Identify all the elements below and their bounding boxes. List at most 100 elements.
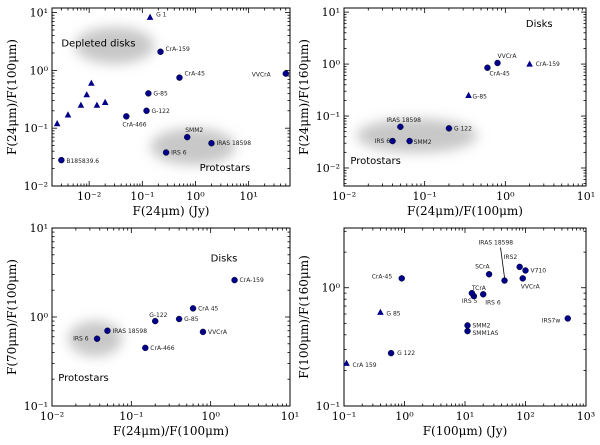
data-point-circle	[58, 156, 65, 164]
data-point-circle	[480, 291, 487, 298]
point-label: SMM2	[185, 127, 203, 134]
point-label: V710	[531, 267, 547, 274]
data-point-circle	[398, 275, 405, 282]
data-point-triangle	[465, 91, 472, 98]
y-axis-label: F(100μm)/F(160μm)	[297, 255, 311, 379]
data-point-circle	[231, 276, 238, 284]
x-tick-label: 10¹	[456, 410, 474, 423]
data-point-circle	[464, 322, 471, 329]
point-label: IRS7w	[542, 317, 561, 324]
point-label: CrA 159	[353, 362, 377, 369]
y-tick-label: 10⁻²	[316, 162, 340, 175]
plot-frame	[51, 7, 291, 187]
data-point-circle	[464, 327, 471, 335]
data-point-circle	[93, 335, 101, 342]
data-point-circle	[123, 113, 130, 120]
data-point-circle	[189, 305, 197, 312]
data-point-triangle	[88, 79, 95, 86]
point-label: SCrA	[475, 263, 490, 270]
data-point-triangle	[93, 101, 101, 108]
y-axis-label: F(24μm)/F(160μm)	[297, 39, 311, 155]
leader-line	[500, 247, 505, 278]
data-point-circle	[494, 59, 501, 67]
point-label: IRS 6	[375, 138, 391, 145]
point-label: SMM2	[414, 139, 432, 146]
y-tick-label: 10⁰	[322, 282, 341, 295]
y-tick-label: 10⁰	[30, 311, 49, 324]
data-point-triangle	[53, 120, 61, 127]
point-label: G-85	[153, 90, 168, 97]
point-label: G 1	[156, 11, 167, 18]
point-label: IRS 6	[485, 299, 501, 306]
y-tick-label: 10⁰	[30, 64, 49, 77]
x-tick-label: 10⁻¹	[119, 410, 143, 423]
point-label: IRS 6	[171, 149, 187, 156]
data-point-circle	[199, 328, 207, 336]
x-tick-label: 10¹	[239, 190, 257, 203]
y-tick-label: 10⁻¹	[316, 400, 340, 413]
data-point-triangle	[64, 111, 72, 118]
y-tick-label: 10¹	[30, 222, 48, 235]
data-point-circle	[282, 70, 289, 77]
point-label: CrA 45	[198, 305, 218, 312]
plot-frame	[343, 7, 587, 187]
point-label: G 85	[386, 310, 400, 317]
point-label: G-122	[149, 312, 167, 319]
x-tick-label: 10⁻²	[77, 190, 101, 203]
x-tick-label: 10⁰	[395, 410, 414, 423]
point-label: CrA-466	[150, 345, 174, 352]
x-tick-label: 10¹	[577, 190, 595, 203]
annotation-label: Disks	[526, 19, 553, 30]
data-point-circle	[484, 64, 491, 71]
point-label: CrA-45	[489, 71, 510, 78]
data-point-circle	[564, 315, 571, 322]
data-point-circle	[445, 125, 453, 132]
point-label: G-85	[184, 316, 199, 323]
data-point-circle	[389, 137, 396, 145]
data-point-circle	[406, 137, 413, 145]
data-point-circle	[516, 263, 523, 271]
data-point-triangle	[83, 91, 91, 98]
x-tick-label: 10⁻¹	[130, 190, 154, 203]
data-point-circle	[162, 149, 170, 156]
panel-b-24-160-vs-24-100: Protostars 10⁻² 10⁻¹ 10⁰ 10¹ 10⁻² 10⁻¹ 10⁰ 10¹ F(…	[297, 6, 595, 218]
point-label: IRS 5	[462, 298, 478, 305]
data-point-circle	[468, 289, 476, 297]
point-label: SMM1AS	[473, 330, 499, 337]
x-axis-label: F(100μm) (Jy)	[423, 424, 508, 438]
y-axis-label: F(70μm)/F(100μm)	[5, 259, 19, 375]
data-point-triangle	[101, 98, 109, 105]
y-tick-label: 10⁻¹	[316, 110, 340, 123]
data-point-circle	[175, 315, 183, 323]
data-point-triangle	[146, 13, 154, 20]
x-tick-label: 10⁻¹	[332, 410, 356, 423]
point-label: VVCrA	[498, 53, 518, 60]
x-tick-label: 10⁻¹	[413, 190, 437, 203]
y-axis-label: F(24μm)/F(100μm)	[5, 39, 19, 155]
point-label: CrA-159	[166, 46, 190, 53]
data-point-triangle	[526, 60, 533, 67]
x-tick-label: 10¹	[281, 410, 299, 423]
point-label: CrA-466	[122, 121, 146, 128]
point-label: CrA-45	[184, 71, 205, 78]
region-label: Protostars	[58, 373, 108, 384]
point-label: CrA-159	[240, 277, 264, 284]
panel-d-100-160-vs-100: 10⁻¹ 10⁰ 10¹ 10² 10³ 10⁻¹ 10⁰ F(100μm) (Jy) F(10…	[297, 227, 595, 438]
point-label: G-122	[152, 108, 170, 115]
region-label: Protostars	[200, 163, 250, 174]
data-point-circle	[522, 267, 529, 274]
point-label: IRAS 18598	[112, 328, 147, 335]
point-label: TCrA	[471, 285, 487, 292]
x-axis-label: F(24μm) (Jy)	[133, 204, 210, 218]
data-point-circle	[152, 317, 159, 325]
point-label: G 122	[454, 125, 472, 132]
point-label: B185839.6	[66, 158, 99, 165]
point-label: VVCrA	[252, 72, 272, 79]
x-tick-label: 10⁻²	[40, 410, 64, 423]
point-label: VVCrA	[208, 329, 228, 336]
annotation-label: Disks	[211, 254, 238, 265]
data-point-circle	[387, 349, 395, 357]
point-label: IRS 6	[73, 336, 89, 343]
point-label: IRS2	[504, 254, 518, 261]
